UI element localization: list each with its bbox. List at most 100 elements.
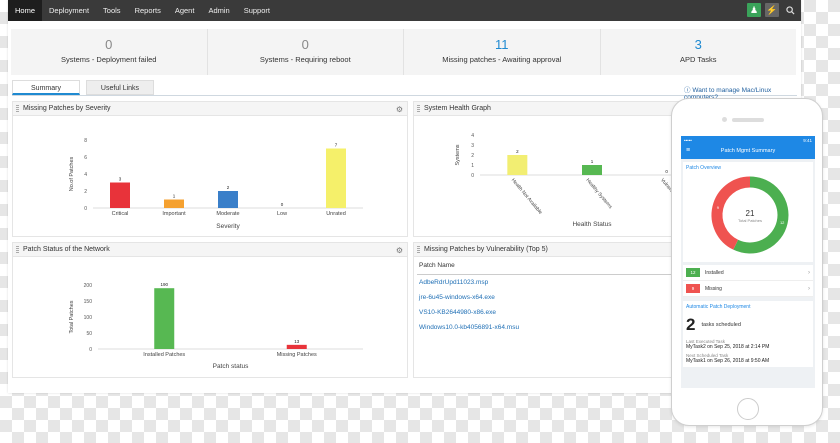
patch-name-link[interactable]: AdbeRdrUpd11023.msp <box>419 279 489 286</box>
settings-icon[interactable]: ⚙ <box>395 246 403 255</box>
next-task-label: Next Scheduled Task <box>686 353 729 358</box>
y-tick-label: 3 <box>471 143 474 149</box>
y-tick-label: 200 <box>84 283 93 289</box>
info-icon: ⓘ <box>684 87 693 94</box>
bar-value-label: 0 <box>665 169 668 174</box>
y-tick-label: 100 <box>84 315 93 321</box>
bar-value-label: 13 <box>294 339 300 344</box>
chevron-right-icon: › <box>808 285 810 292</box>
last-task-value: MyTask2 on Sep 25, 2018 at 2:14 PM <box>686 344 770 350</box>
installed-item[interactable]: 12 Installed › <box>683 265 813 281</box>
panel-title: System Health Graph <box>424 105 491 112</box>
donut-center-label: Total Patches <box>738 218 762 223</box>
nav-agent[interactable]: Agent <box>174 6 195 15</box>
bar <box>218 191 238 208</box>
stat-label: Systems - Deployment failed <box>61 55 157 64</box>
x-tick-label: Low <box>277 211 287 217</box>
stat-deployment-failed[interactable]: 0 Systems - Deployment failed <box>11 29 208 75</box>
tab-bar: Summary Useful Links <box>12 80 160 95</box>
settings-icon[interactable]: ⚙ <box>395 105 403 114</box>
nav-tools[interactable]: Tools <box>103 6 121 15</box>
bar-value-label: 190 <box>160 282 168 287</box>
bar <box>110 182 130 208</box>
tasks-summary: 2 tasks scheduled <box>686 315 810 335</box>
y-tick-label: 150 <box>84 299 93 305</box>
drag-handle-icon[interactable] <box>417 105 420 113</box>
x-tick-label: Installed Patches <box>143 352 185 358</box>
tab-summary[interactable]: Summary <box>12 80 80 95</box>
stat-requiring-reboot[interactable]: 0 Systems - Requiring reboot <box>208 29 404 75</box>
flash-icon[interactable]: ⚡ <box>765 3 779 17</box>
nav-admin[interactable]: Admin <box>208 6 230 15</box>
severity-panel: Missing Patches by Severity ⚙ 8 6 4 2 0 No.of … <box>12 101 408 237</box>
camera-icon <box>722 117 727 122</box>
y-tick-label: 0 <box>471 173 474 179</box>
tasks-label: tasks scheduled <box>701 322 741 328</box>
patch-overview-card: Patch Overview 12 9 21 Total Patches <box>683 162 813 262</box>
stat-apd-tasks[interactable]: 3 APD Tasks <box>601 29 797 75</box>
installed-label: Installed <box>705 269 724 276</box>
panel-header: Patch Status of the Network ⚙ <box>13 243 407 257</box>
nav-home[interactable]: Home <box>8 0 43 21</box>
app-window: Home Deployment Tools Reports Agent Admi… <box>8 0 801 393</box>
stat-label: Systems - Requiring reboot <box>259 55 351 64</box>
overview-title: Patch Overview <box>686 165 722 171</box>
missing-label: Missing <box>705 285 722 292</box>
stat-missing-patches[interactable]: 11 Missing patches - Awaiting approval <box>404 29 601 75</box>
apd-card: Automatic Patch Deployment 2 tasks sched… <box>683 301 813 367</box>
y-tick-label: 4 <box>471 133 474 139</box>
phone-time: 9:41 <box>803 138 812 143</box>
x-tick-label: Missing Patches <box>277 352 317 358</box>
x-tick-label: Health Not Available <box>510 177 544 215</box>
bar <box>326 148 346 208</box>
x-tick-label: Healthy Systems <box>584 177 613 210</box>
y-tick-label: 0 <box>89 347 92 353</box>
phone-title: Patch Mgmt Summary <box>720 148 776 154</box>
tab-useful-links[interactable]: Useful Links <box>86 80 154 95</box>
y-tick-label: 2 <box>84 189 87 195</box>
stat-value: 3 <box>694 37 702 52</box>
patch-name-link[interactable]: Windows10.0-kb4056891-x64.msu <box>419 324 520 331</box>
menu-icon[interactable]: ≡ <box>686 147 691 154</box>
missing-item[interactable]: 9 Missing › <box>683 281 813 297</box>
patch-name-link[interactable]: VS10-KB2644980-x86.exe <box>419 309 496 316</box>
y-axis-label: Systems <box>455 144 461 165</box>
col-patch-name: Patch Name <box>419 262 455 269</box>
search-icon[interactable] <box>783 3 797 17</box>
x-tick-label: Important <box>162 211 186 217</box>
x-tick-label: Unrated <box>326 211 346 217</box>
x-axis-label: Severity <box>216 223 240 230</box>
bar-value-label: 1 <box>591 159 594 164</box>
notification-icon[interactable]: ♟ <box>747 3 761 17</box>
top-nav: Home Deployment Tools Reports Agent Admi… <box>8 0 801 21</box>
phone-mockup: ••••• 9:41 ≡ Patch Mgmt Summary Patch Over… <box>671 98 823 426</box>
missing-count: 9 <box>686 284 700 293</box>
panel-title: Missing Patches by Vulnerability (Top 5) <box>424 246 548 253</box>
next-task-value: MyTask1 on Sep 26, 2018 at 9:50 AM <box>686 358 770 364</box>
panel-title: Patch Status of the Network <box>23 246 110 253</box>
patch-name-link[interactable]: jre-6u45-windows-x64.exe <box>419 294 495 301</box>
bar <box>582 165 602 175</box>
mac-linux-link[interactable]: ⓘ Want to manage Mac/Linux computers? <box>684 84 801 101</box>
y-tick-label: 6 <box>84 155 87 161</box>
drag-handle-icon[interactable] <box>16 246 19 254</box>
stat-value: 0 <box>301 37 309 52</box>
bar-value-label: 2 <box>516 149 519 154</box>
speaker-icon <box>732 118 764 122</box>
drag-handle-icon[interactable] <box>16 105 19 113</box>
carrier-signal: ••••• <box>684 138 692 143</box>
panel-header: Missing Patches by Severity ⚙ <box>13 102 407 116</box>
installed-count: 12 <box>686 268 700 277</box>
nav-deployment[interactable]: Deployment <box>49 6 90 15</box>
drag-handle-icon[interactable] <box>417 246 420 254</box>
home-button-icon[interactable] <box>737 398 759 420</box>
nav-reports[interactable]: Reports <box>134 6 161 15</box>
x-tick-label: Moderate <box>216 211 239 217</box>
network-panel: Patch Status of the Network ⚙ 200 150 100 50… <box>12 242 408 378</box>
nav-support[interactable]: Support <box>243 6 270 15</box>
tab-divider <box>12 95 797 96</box>
y-tick-label: 0 <box>84 206 87 212</box>
stat-value: 0 <box>105 37 113 52</box>
severity-chart: 8 6 4 2 0 No.of Patches Severity 3 Critical 1 Impo… <box>69 138 363 230</box>
